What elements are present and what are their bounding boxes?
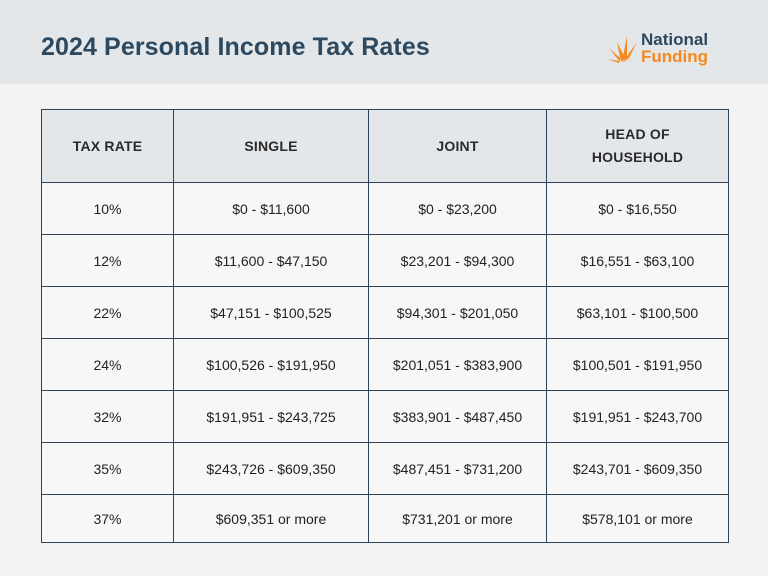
rate-cell: 22% xyxy=(41,286,174,339)
logo-text-line2: Funding xyxy=(641,47,709,66)
table-row: 37% $609,351 or more $731,201 or more $5… xyxy=(41,494,729,543)
rate-cell: 24% xyxy=(41,338,174,391)
table-header-row: TAX RATE SINGLE JOINT HEAD OF HOUSEHOLD xyxy=(41,109,729,183)
rate-cell: 10% xyxy=(41,182,174,235)
head-of-household-cell: $0 - $16,550 xyxy=(546,182,729,235)
single-cell: $100,526 - $191,950 xyxy=(173,338,369,391)
table-row: 10% $0 - $11,600 $0 - $23,200 $0 - $16,5… xyxy=(41,182,729,235)
head-of-household-cell: $191,951 - $243,700 xyxy=(546,390,729,443)
column-header-head-of-household: HEAD OF HOUSEHOLD xyxy=(546,109,729,183)
column-header-joint: JOINT xyxy=(368,109,547,183)
joint-cell: $94,301 - $201,050 xyxy=(368,286,547,339)
single-cell: $243,726 - $609,350 xyxy=(173,442,369,495)
table-row: 24% $100,526 - $191,950 $201,051 - $383,… xyxy=(41,338,729,391)
head-of-household-cell: $100,501 - $191,950 xyxy=(546,338,729,391)
table-row: 22% $47,151 - $100,525 $94,301 - $201,05… xyxy=(41,286,729,339)
national-funding-logo: National Funding xyxy=(607,30,727,70)
page-header: 2024 Personal Income Tax Rates National … xyxy=(0,0,768,84)
column-header-tax-rate: TAX RATE xyxy=(41,109,174,183)
joint-cell: $0 - $23,200 xyxy=(368,182,547,235)
flame-burst-icon xyxy=(607,36,640,63)
joint-cell: $201,051 - $383,900 xyxy=(368,338,547,391)
single-cell: $609,351 or more xyxy=(173,494,369,543)
logo-text-line1: National xyxy=(641,30,709,49)
table-row: 12% $11,600 - $47,150 $23,201 - $94,300 … xyxy=(41,234,729,287)
rate-cell: 32% xyxy=(41,390,174,443)
joint-cell: $487,451 - $731,200 xyxy=(368,442,547,495)
head-of-household-cell: $63,101 - $100,500 xyxy=(546,286,729,339)
single-cell: $47,151 - $100,525 xyxy=(173,286,369,339)
single-cell: $0 - $11,600 xyxy=(173,182,369,235)
tax-rates-table: TAX RATE SINGLE JOINT HEAD OF HOUSEHOLD … xyxy=(41,109,729,543)
single-cell: $191,951 - $243,725 xyxy=(173,390,369,443)
single-cell: $11,600 - $47,150 xyxy=(173,234,369,287)
column-header-single: SINGLE xyxy=(173,109,369,183)
rate-cell: 12% xyxy=(41,234,174,287)
table-row: 35% $243,726 - $609,350 $487,451 - $731,… xyxy=(41,442,729,495)
joint-cell: $731,201 or more xyxy=(368,494,547,543)
joint-cell: $383,901 - $487,450 xyxy=(368,390,547,443)
column-header-head-of-household-label: HEAD OF HOUSEHOLD xyxy=(591,126,684,165)
page-title: 2024 Personal Income Tax Rates xyxy=(41,33,430,61)
head-of-household-cell: $243,701 - $609,350 xyxy=(546,442,729,495)
table-row: 32% $191,951 - $243,725 $383,901 - $487,… xyxy=(41,390,729,443)
head-of-household-cell: $578,101 or more xyxy=(546,494,729,543)
rate-cell: 35% xyxy=(41,442,174,495)
joint-cell: $23,201 - $94,300 xyxy=(368,234,547,287)
head-of-household-cell: $16,551 - $63,100 xyxy=(546,234,729,287)
rate-cell: 37% xyxy=(41,494,174,543)
